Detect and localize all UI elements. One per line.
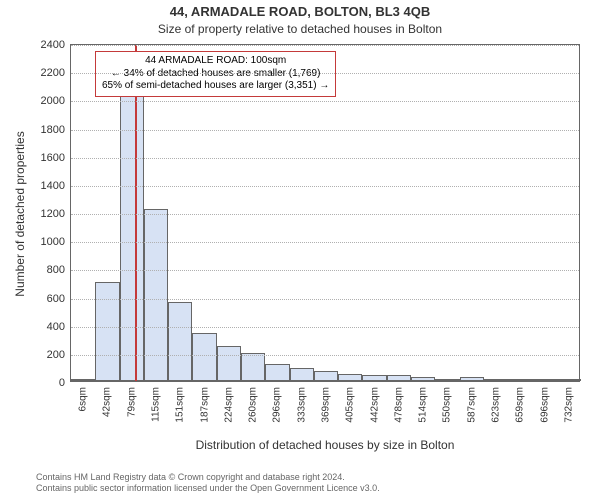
y-tick-label: 1000 xyxy=(41,236,71,248)
x-tick-label: 514sqm xyxy=(418,387,429,423)
x-tick-label: 478sqm xyxy=(393,387,404,423)
footer-line: Contains HM Land Registry data © Crown c… xyxy=(36,472,380,483)
bar xyxy=(435,379,459,381)
bar xyxy=(217,346,241,381)
x-tick-label: 405sqm xyxy=(345,387,356,423)
footer-attribution: Contains HM Land Registry data © Crown c… xyxy=(36,472,380,495)
gridline xyxy=(71,355,579,356)
x-tick-label: 260sqm xyxy=(248,387,259,423)
chart-title: 44, ARMADALE ROAD, BOLTON, BL3 4QB xyxy=(0,4,600,19)
x-tick-label: 623sqm xyxy=(491,387,502,423)
gridline xyxy=(71,214,579,215)
bar xyxy=(338,374,362,381)
bar xyxy=(508,379,532,381)
gridline xyxy=(71,242,579,243)
footer-line: Contains public sector information licen… xyxy=(36,483,380,494)
plot-area: 44 ARMADALE ROAD: 100sqm← 34% of detache… xyxy=(70,44,580,382)
bar xyxy=(192,333,216,381)
x-tick-label: 587sqm xyxy=(466,387,477,423)
y-tick-label: 200 xyxy=(47,349,71,361)
y-tick-label: 2400 xyxy=(41,39,71,51)
y-tick-label: 2200 xyxy=(41,67,71,79)
y-tick-label: 1800 xyxy=(41,124,71,136)
x-tick-label: 115sqm xyxy=(151,387,162,422)
x-tick-label: 151sqm xyxy=(175,387,186,423)
x-tick-label: 296sqm xyxy=(272,387,283,423)
bar xyxy=(532,379,556,381)
gridline xyxy=(71,130,579,131)
y-tick-label: 2000 xyxy=(41,95,71,107)
y-tick-label: 400 xyxy=(47,321,71,333)
x-tick-label: 6sqm xyxy=(78,387,89,411)
x-tick-label: 442sqm xyxy=(369,387,380,423)
y-tick-label: 1600 xyxy=(41,152,71,164)
bar xyxy=(484,379,508,381)
x-tick-label: 42sqm xyxy=(102,387,113,417)
bar xyxy=(241,353,265,381)
chart-container: { "title": { "text": "44, ARMADALE ROAD,… xyxy=(0,0,600,500)
gridline xyxy=(71,186,579,187)
x-tick-label: 224sqm xyxy=(223,387,234,423)
bar xyxy=(314,371,338,381)
bar xyxy=(71,379,95,381)
bar xyxy=(387,375,411,381)
gridline xyxy=(71,270,579,271)
info-box-line: 44 ARMADALE ROAD: 100sqm xyxy=(102,55,329,68)
x-tick-label: 550sqm xyxy=(442,387,453,423)
chart-subtitle: Size of property relative to detached ho… xyxy=(0,22,600,36)
bar xyxy=(411,377,435,381)
x-tick-label: 659sqm xyxy=(515,387,526,423)
x-tick-label: 333sqm xyxy=(296,387,307,423)
gridline xyxy=(71,101,579,102)
info-box-line: 65% of semi-detached houses are larger (… xyxy=(102,80,329,93)
bar xyxy=(168,302,192,381)
y-tick-label: 800 xyxy=(47,264,71,276)
y-tick-label: 1400 xyxy=(41,180,71,192)
bar xyxy=(557,379,581,381)
bar xyxy=(460,377,484,381)
bar xyxy=(265,364,289,381)
gridline xyxy=(71,73,579,74)
bar xyxy=(120,64,144,381)
x-tick-label: 79sqm xyxy=(126,387,137,417)
gridline xyxy=(71,299,579,300)
y-tick-label: 600 xyxy=(47,293,71,305)
bar xyxy=(362,375,386,381)
y-tick-label: 1200 xyxy=(41,208,71,220)
bar xyxy=(95,282,119,381)
gridline xyxy=(71,158,579,159)
bar xyxy=(290,368,314,381)
x-axis-label: Distribution of detached houses by size … xyxy=(70,438,580,452)
x-tick-label: 732sqm xyxy=(563,387,574,423)
gridline xyxy=(71,327,579,328)
y-axis-label: Number of detached properties xyxy=(13,131,27,296)
x-tick-label: 369sqm xyxy=(321,387,332,423)
y-tick-label: 0 xyxy=(59,377,71,389)
x-tick-label: 187sqm xyxy=(199,387,210,423)
x-tick-label: 696sqm xyxy=(539,387,550,423)
gridline xyxy=(71,45,579,46)
